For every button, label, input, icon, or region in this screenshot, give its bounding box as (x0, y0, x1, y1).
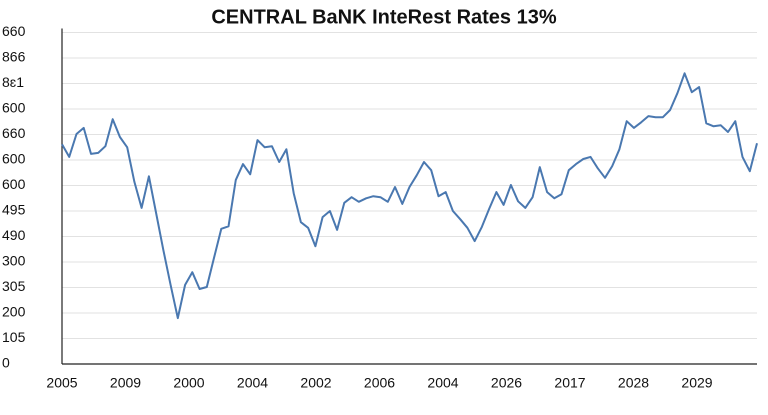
x-tick-label: 2017 (554, 375, 585, 391)
y-tick-label: 660 (2, 23, 26, 39)
y-tick-label: 866 (2, 49, 26, 65)
x-tick-label: 2026 (491, 375, 522, 391)
data-line (61, 72, 758, 320)
chart-title: CENTRAL BaNK InteRest Rates 13% (211, 6, 556, 28)
y-tick-label: 600 (2, 176, 26, 192)
y-tick-label: 490 (2, 227, 26, 243)
y-tick-label: 305 (2, 278, 26, 294)
y-tick-label: 660 (2, 125, 26, 141)
y-tick-label: 8ɛ1 (2, 74, 24, 90)
y-tick-label: 495 (2, 202, 26, 218)
x-tick-label: 2004 (427, 375, 458, 391)
y-tick-label: 600 (2, 151, 26, 167)
y-tick-label: 200 (2, 304, 26, 320)
y-tick-label: 600 (2, 100, 26, 116)
x-tick-label: 2006 (364, 375, 395, 391)
x-tick-label: 2009 (110, 375, 141, 391)
x-tick-label: 2005 (46, 375, 77, 391)
x-tick-label: 2004 (237, 375, 268, 391)
y-tick-label: 300 (2, 253, 26, 269)
y-tick-label: 105 (2, 329, 26, 345)
x-tick-label: 2002 (300, 375, 331, 391)
y-tick-label: 0 (2, 355, 10, 371)
x-tick-label: 2000 (173, 375, 204, 391)
x-tick-label: 2029 (681, 375, 712, 391)
x-tick-label: 2028 (618, 375, 649, 391)
